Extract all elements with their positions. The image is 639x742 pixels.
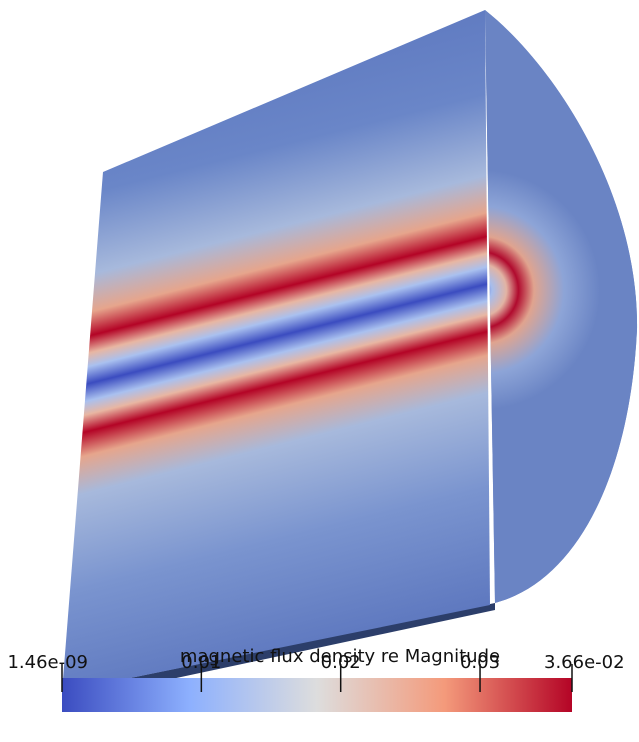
bottom-edge: [62, 603, 495, 702]
colorbar-tick-label: 3.66e-02: [544, 652, 625, 673]
colorbar-tick-label: 0.03: [460, 652, 500, 673]
front-face: [62, 10, 490, 692]
colorbar-title: magnetic flux density re Magnitude: [180, 646, 500, 667]
colorbar-tick-label: 1.46e-09: [7, 652, 88, 673]
colorbar-tick-label: 0.01: [181, 652, 221, 673]
colorbar: [62, 678, 572, 712]
colorbar-tick-label: 0.02: [321, 652, 361, 673]
side-face-field: [485, 10, 638, 603]
